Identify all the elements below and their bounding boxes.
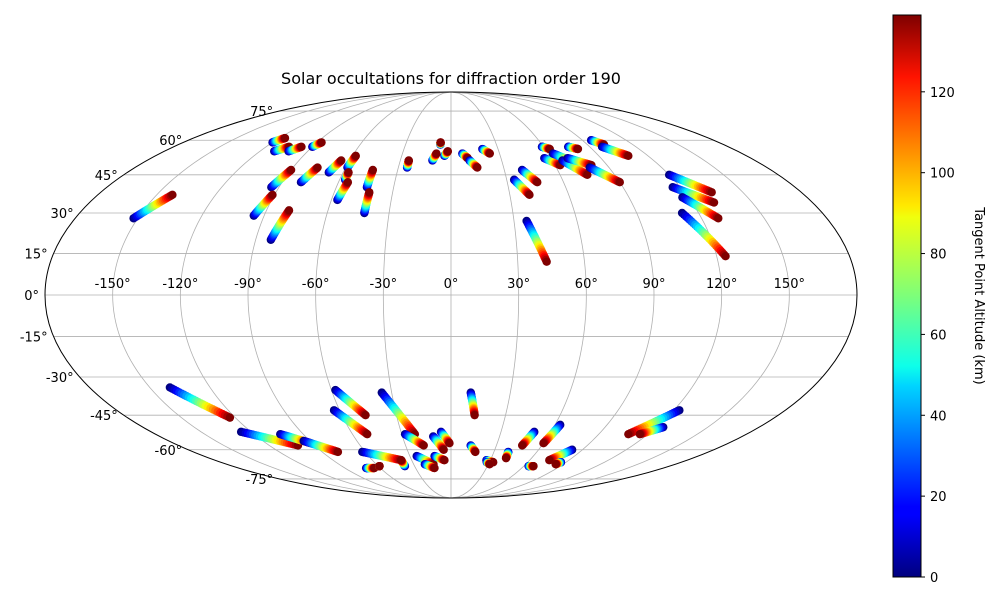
occultation-point [445,439,454,448]
occultation-point [485,149,495,158]
occultation-point [344,168,353,177]
occultation-point [333,447,343,457]
occultation-point [375,461,384,471]
occultation-point [286,165,296,175]
y-tick-label: 45° [95,169,118,184]
occultation-point [436,138,445,147]
colorbar-gradient [892,14,922,578]
occultation-point [440,456,449,465]
occultation-point [337,156,346,165]
grid-meridian [382,92,452,498]
occultation-point [551,460,560,469]
occultation-point [714,214,723,223]
x-tick-label: 120° [706,277,737,292]
occultation-point [709,198,719,207]
occultation-point [343,178,353,187]
x-tick-label: 0° [444,277,459,292]
occultation-point [517,441,527,450]
globe-outline [44,91,858,499]
x-tick-labels: -150° -120° -90° -60° -30° 0° 30° 60° 90° 120° 150… [95,277,805,292]
grid-meridian [112,92,452,498]
x-tick-label: 150° [774,277,805,292]
y-tick-labels: -75° -60° -45° -30° -15° 0° 15° 30° 45° 60° 75° [20,105,273,488]
occultation-point [525,190,534,200]
occultation-point [583,170,592,180]
y-tick-label: 75° [250,105,273,120]
occultation-point [432,149,441,158]
colorbar-tick-label: 60 [930,328,947,343]
occultation-point [168,190,177,200]
occultation-points [129,133,730,473]
x-tick-label: -120° [162,277,198,292]
x-tick-label: -30° [369,277,397,292]
colorbar-label: Tangent Point Altitude (km) [971,206,986,384]
occultation-point [368,165,378,175]
colorbar-tick-label: 80 [930,248,947,263]
y-tick-label: 0° [24,289,39,304]
occultation-point [297,142,306,151]
occultation-point [539,439,548,448]
occultation-point [533,178,542,187]
y-tick-label: -75° [245,473,273,488]
colorbar: 0 20 40 60 80 100 120 Tangent Point Altitude (… [892,14,986,586]
occultation-point [545,456,554,465]
occultation-point [313,163,322,172]
x-tick-label: 60° [575,277,598,292]
occultation-point [365,188,374,197]
occultation-point [430,463,439,473]
grid-meridian [450,92,723,498]
colorbar-tick-label: 120 [930,86,955,101]
occultation-point [396,456,406,465]
occultation-point [471,447,480,457]
occultation-point [573,144,583,154]
occultation-point [501,453,511,463]
occultation-point [280,133,290,143]
occultation-point [624,429,633,439]
occultation-point [284,206,294,215]
colorbar-ticks: 0 20 40 60 80 100 120 [921,86,955,586]
chart-title: Solar occultations for diffraction order… [281,69,621,88]
occultation-point [351,151,360,161]
occultation-point [317,138,326,147]
occultation-point [404,156,413,165]
occultation-point [361,410,370,420]
occultation-point [419,441,428,450]
occultation-point [470,410,479,420]
y-tick-label: -45° [90,409,118,424]
occultation-point [542,257,551,266]
x-tick-label: -60° [302,277,330,292]
x-tick-label: 90° [642,277,665,292]
occultation-point [615,178,624,187]
occultation-point [707,188,716,197]
occultation-point [473,163,482,172]
x-tick-label: 30° [507,277,530,292]
occultation-point [635,429,645,439]
x-tick-label: -150° [95,277,131,292]
grid-meridian [450,92,655,498]
grid-meridian [450,92,790,498]
x-tick-label: -90° [234,277,262,292]
y-tick-label: -15° [20,331,48,346]
occultation-point [225,413,235,422]
occultation-point [439,445,448,454]
colorbar-tick-label: 100 [930,167,955,182]
occultation-point [624,151,633,161]
grid-meridian [450,92,520,498]
occultation-point [721,251,730,261]
occultation-point [268,190,277,200]
occultation-point [443,147,453,156]
occultation-point [529,461,538,471]
colorbar-tick-label: 0 [930,571,938,586]
colorbar-tick-label: 20 [930,490,947,505]
y-tick-label: 30° [51,207,74,222]
grid-meridian [450,92,587,498]
colorbar-tick-label: 40 [930,409,947,424]
occultation-point [363,429,372,439]
y-tick-label: -30° [46,371,74,386]
y-tick-label: 60° [159,134,182,149]
y-tick-label: 15° [25,247,48,262]
y-tick-label: -60° [155,444,183,459]
occultation-point [485,460,494,469]
